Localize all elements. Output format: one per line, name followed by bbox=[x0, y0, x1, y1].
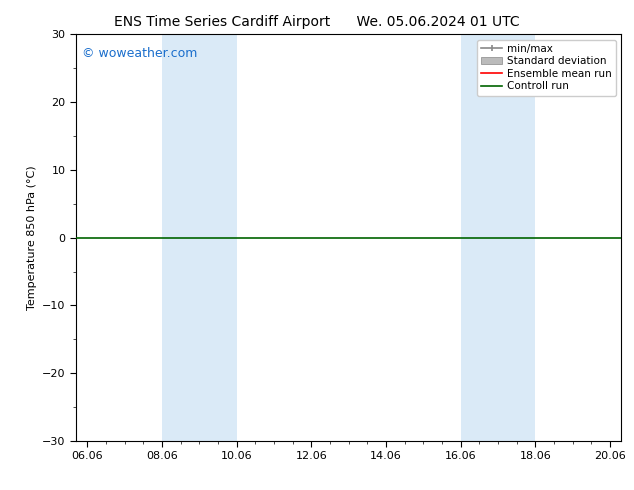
Y-axis label: Temperature 850 hPa (°C): Temperature 850 hPa (°C) bbox=[27, 165, 37, 310]
Text: © woweather.com: © woweather.com bbox=[82, 47, 197, 59]
Text: ENS Time Series Cardiff Airport      We. 05.06.2024 01 UTC: ENS Time Series Cardiff Airport We. 05.0… bbox=[114, 15, 520, 29]
Legend: min/max, Standard deviation, Ensemble mean run, Controll run: min/max, Standard deviation, Ensemble me… bbox=[477, 40, 616, 96]
Bar bbox=[461, 34, 536, 441]
Bar bbox=[162, 34, 236, 441]
